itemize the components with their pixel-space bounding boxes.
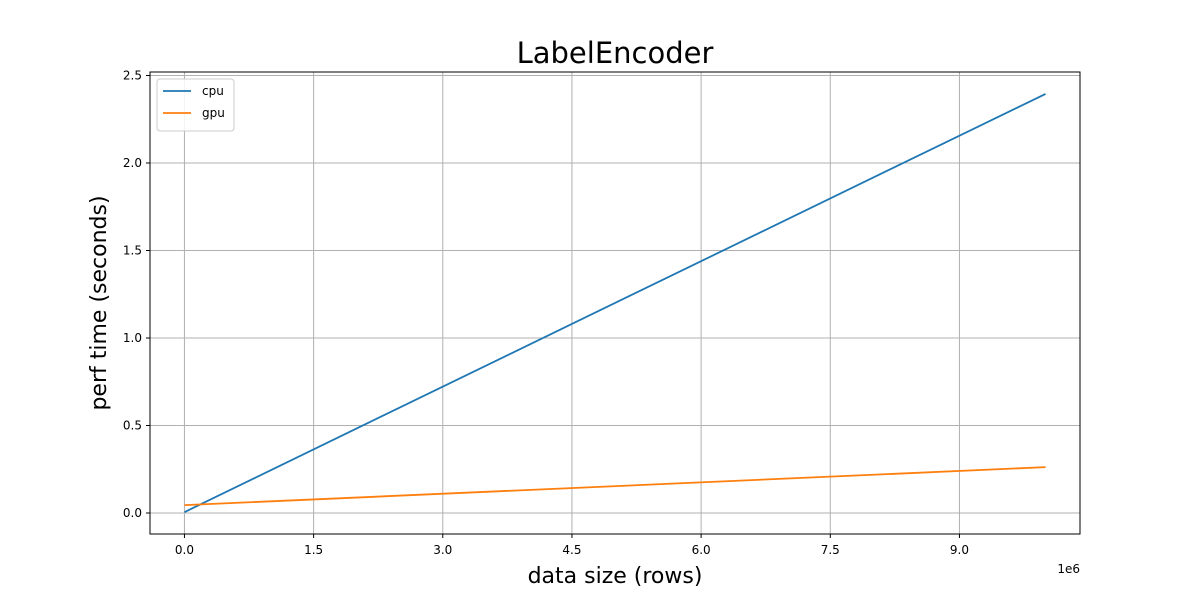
y-tick-label: 0.0 <box>123 506 142 520</box>
x-tick-label: 4.5 <box>562 543 581 557</box>
x-tick-label: 7.5 <box>821 543 840 557</box>
series-line-cpu <box>184 93 1046 513</box>
x-tick-label: 6.0 <box>692 543 711 557</box>
x-tick-label: 3.0 <box>433 543 452 557</box>
grid <box>150 72 1080 534</box>
y-tick-label: 1.5 <box>123 244 142 258</box>
y-axis-title: perf time (seconds) <box>87 195 112 410</box>
series-line-gpu <box>184 466 1046 507</box>
y-tick-label: 2.0 <box>123 156 142 170</box>
chart-title: LabelEncoder <box>517 36 714 70</box>
plot-frame <box>149 71 1081 535</box>
legend-label-gpu: gpu <box>202 106 225 120</box>
x-tick-label: 9.0 <box>950 543 969 557</box>
y-tick-label: 0.5 <box>123 419 142 433</box>
x-axis-offset-label: 1e6 <box>1057 562 1080 576</box>
series-lines <box>184 93 1046 513</box>
legend: cpu gpu <box>156 78 235 132</box>
x-tick-label: 0.0 <box>175 543 194 557</box>
y-tick-label: 1.0 <box>123 331 142 345</box>
legend-label-cpu: cpu <box>202 84 224 98</box>
y-tick-label: 2.5 <box>123 69 142 83</box>
x-tick-label: 1.5 <box>304 543 323 557</box>
axis-ticks: 0.0 1.5 3.0 4.5 6.0 7.5 9.0 0.0 0.5 1.0 1.5 2.0 2.5 <box>123 69 969 558</box>
x-axis-title: data size (rows) <box>528 564 703 589</box>
legend-box <box>156 78 235 132</box>
